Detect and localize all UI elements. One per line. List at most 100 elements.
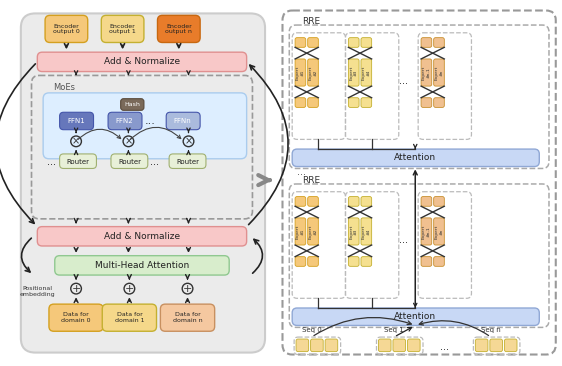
Text: Encoder
output 0: Encoder output 0 (53, 23, 80, 34)
Text: Encoder
output n: Encoder output n (165, 23, 192, 34)
FancyBboxPatch shape (434, 197, 445, 206)
FancyBboxPatch shape (292, 149, 540, 167)
FancyBboxPatch shape (307, 218, 318, 245)
FancyBboxPatch shape (348, 257, 359, 266)
FancyBboxPatch shape (348, 218, 359, 245)
Text: ...: ... (399, 235, 408, 245)
Text: Expert
#n: Expert #n (434, 66, 443, 80)
FancyBboxPatch shape (348, 197, 359, 206)
FancyBboxPatch shape (121, 99, 144, 110)
Text: Encoder
output 1: Encoder output 1 (109, 23, 136, 34)
FancyBboxPatch shape (421, 98, 432, 107)
Text: +: + (183, 284, 192, 294)
Text: ×: × (124, 136, 133, 146)
FancyBboxPatch shape (421, 38, 432, 47)
FancyBboxPatch shape (434, 98, 445, 107)
Text: Add & Normalize: Add & Normalize (104, 57, 180, 66)
Text: Expert
#n-1: Expert #n-1 (422, 224, 430, 239)
FancyBboxPatch shape (307, 98, 318, 107)
FancyBboxPatch shape (296, 339, 309, 352)
FancyBboxPatch shape (311, 339, 323, 352)
Text: MoEs: MoEs (53, 83, 75, 92)
Text: Expert
#4: Expert #4 (362, 66, 370, 80)
Text: +: + (71, 284, 81, 294)
FancyBboxPatch shape (421, 197, 432, 206)
FancyBboxPatch shape (348, 59, 359, 86)
Text: FFN1: FFN1 (67, 118, 85, 124)
Text: RRE: RRE (302, 176, 320, 185)
Text: Positional
embedding: Positional embedding (20, 286, 55, 297)
FancyBboxPatch shape (37, 52, 247, 72)
FancyBboxPatch shape (295, 38, 306, 47)
FancyBboxPatch shape (295, 197, 306, 206)
FancyBboxPatch shape (295, 98, 306, 107)
FancyBboxPatch shape (348, 98, 359, 107)
FancyBboxPatch shape (393, 339, 406, 352)
FancyBboxPatch shape (60, 154, 97, 168)
Text: Router: Router (66, 159, 89, 165)
FancyBboxPatch shape (505, 339, 517, 352)
Text: Hash: Hash (124, 102, 140, 107)
Text: Data for
domain n: Data for domain n (173, 312, 202, 323)
Text: ...: ... (47, 157, 56, 167)
FancyBboxPatch shape (307, 257, 318, 266)
FancyBboxPatch shape (434, 218, 445, 245)
Text: Seq 1: Seq 1 (384, 328, 404, 333)
FancyBboxPatch shape (55, 256, 229, 275)
Text: ...: ... (297, 167, 306, 178)
FancyBboxPatch shape (295, 59, 306, 86)
FancyBboxPatch shape (434, 59, 445, 86)
Text: FFNn: FFNn (174, 118, 192, 124)
FancyBboxPatch shape (421, 59, 432, 86)
Text: Attention: Attention (394, 312, 436, 321)
FancyBboxPatch shape (361, 98, 371, 107)
FancyBboxPatch shape (45, 15, 88, 42)
Text: Data for
domain 0: Data for domain 0 (61, 312, 91, 323)
Text: Multi-Head Attention: Multi-Head Attention (95, 261, 189, 270)
FancyBboxPatch shape (166, 112, 200, 130)
FancyBboxPatch shape (295, 218, 306, 245)
FancyBboxPatch shape (434, 38, 445, 47)
Text: Seq n: Seq n (481, 328, 501, 333)
FancyBboxPatch shape (421, 218, 432, 245)
Text: Expert
#2: Expert #2 (309, 224, 318, 239)
FancyBboxPatch shape (292, 308, 540, 325)
FancyBboxPatch shape (361, 197, 371, 206)
FancyBboxPatch shape (108, 112, 142, 130)
FancyBboxPatch shape (475, 339, 488, 352)
FancyBboxPatch shape (157, 15, 200, 42)
Text: +: + (125, 284, 134, 294)
Text: Expert
#3: Expert #3 (350, 66, 358, 80)
FancyBboxPatch shape (307, 59, 318, 86)
Text: Add & Normalize: Add & Normalize (104, 232, 180, 241)
FancyBboxPatch shape (407, 339, 420, 352)
Text: ×: × (72, 136, 80, 146)
FancyBboxPatch shape (307, 197, 318, 206)
Text: Expert
#3: Expert #3 (350, 224, 358, 239)
Text: ...: ... (144, 116, 155, 126)
Text: Expert
#n-1: Expert #n-1 (422, 66, 430, 80)
Text: ...: ... (399, 76, 408, 86)
Text: Attention: Attention (394, 153, 436, 162)
Text: ...: ... (440, 342, 449, 352)
Text: Router: Router (176, 159, 199, 165)
FancyBboxPatch shape (348, 38, 359, 47)
FancyBboxPatch shape (21, 14, 265, 352)
Text: RRE: RRE (302, 17, 320, 26)
FancyBboxPatch shape (361, 59, 371, 86)
Text: Seq 0: Seq 0 (302, 328, 321, 333)
FancyBboxPatch shape (378, 339, 391, 352)
Text: ...: ... (150, 157, 159, 167)
Text: Router: Router (118, 159, 141, 165)
FancyBboxPatch shape (160, 304, 215, 331)
Text: FFN2: FFN2 (116, 118, 133, 124)
Text: Expert
#1: Expert #1 (296, 66, 305, 80)
FancyBboxPatch shape (361, 38, 371, 47)
FancyBboxPatch shape (102, 304, 157, 331)
FancyBboxPatch shape (325, 339, 338, 352)
FancyBboxPatch shape (421, 257, 432, 266)
FancyBboxPatch shape (361, 257, 371, 266)
FancyBboxPatch shape (43, 93, 247, 159)
FancyBboxPatch shape (361, 218, 371, 245)
FancyBboxPatch shape (111, 154, 148, 168)
